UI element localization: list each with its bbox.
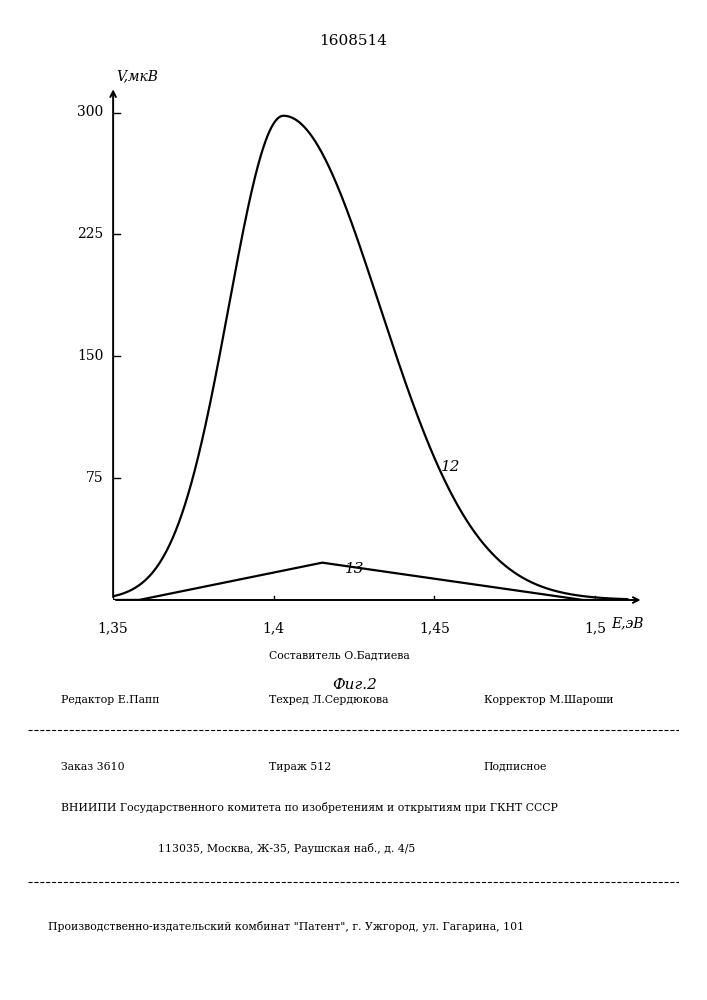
Text: Техред Л.Сердюкова: Техред Л.Сердюкова [269,695,388,705]
Text: Редактор Е.Папп: Редактор Е.Папп [61,695,159,705]
Text: 13: 13 [344,562,364,576]
Text: Составитель О.Бадтиева: Составитель О.Бадтиева [269,651,409,661]
Text: Тираж 512: Тираж 512 [269,762,331,772]
Text: Фиг.2: Фиг.2 [332,678,377,692]
Text: V,мкВ: V,мкВ [117,69,158,83]
Text: 1,4: 1,4 [263,621,285,635]
Text: 300: 300 [77,105,103,119]
Text: 150: 150 [77,349,103,363]
Text: Производственно-издательский комбинат "Патент", г. Ужгород, ул. Гагарина, 101: Производственно-издательский комбинат "П… [48,920,524,932]
Text: Подписное: Подписное [484,762,547,772]
Text: 1,45: 1,45 [419,621,450,635]
Text: 1,5: 1,5 [584,621,606,635]
Text: E,эВ: E,эВ [611,616,643,630]
Text: ВНИИПИ Государственного комитета по изобретениям и открытиям при ГКНТ СССР: ВНИИПИ Государственного комитета по изоб… [61,802,558,813]
Text: 1,35: 1,35 [98,621,129,635]
Text: 75: 75 [86,471,103,485]
Text: 225: 225 [77,227,103,241]
Text: Корректор М.Шароши: Корректор М.Шароши [484,695,613,705]
Text: Заказ 3610: Заказ 3610 [61,762,124,772]
Text: 12: 12 [441,460,460,474]
Text: 113035, Москва, Ж-35, Раушская наб., д. 4/5: 113035, Москва, Ж-35, Раушская наб., д. … [158,843,416,854]
Text: 1608514: 1608514 [320,34,387,48]
